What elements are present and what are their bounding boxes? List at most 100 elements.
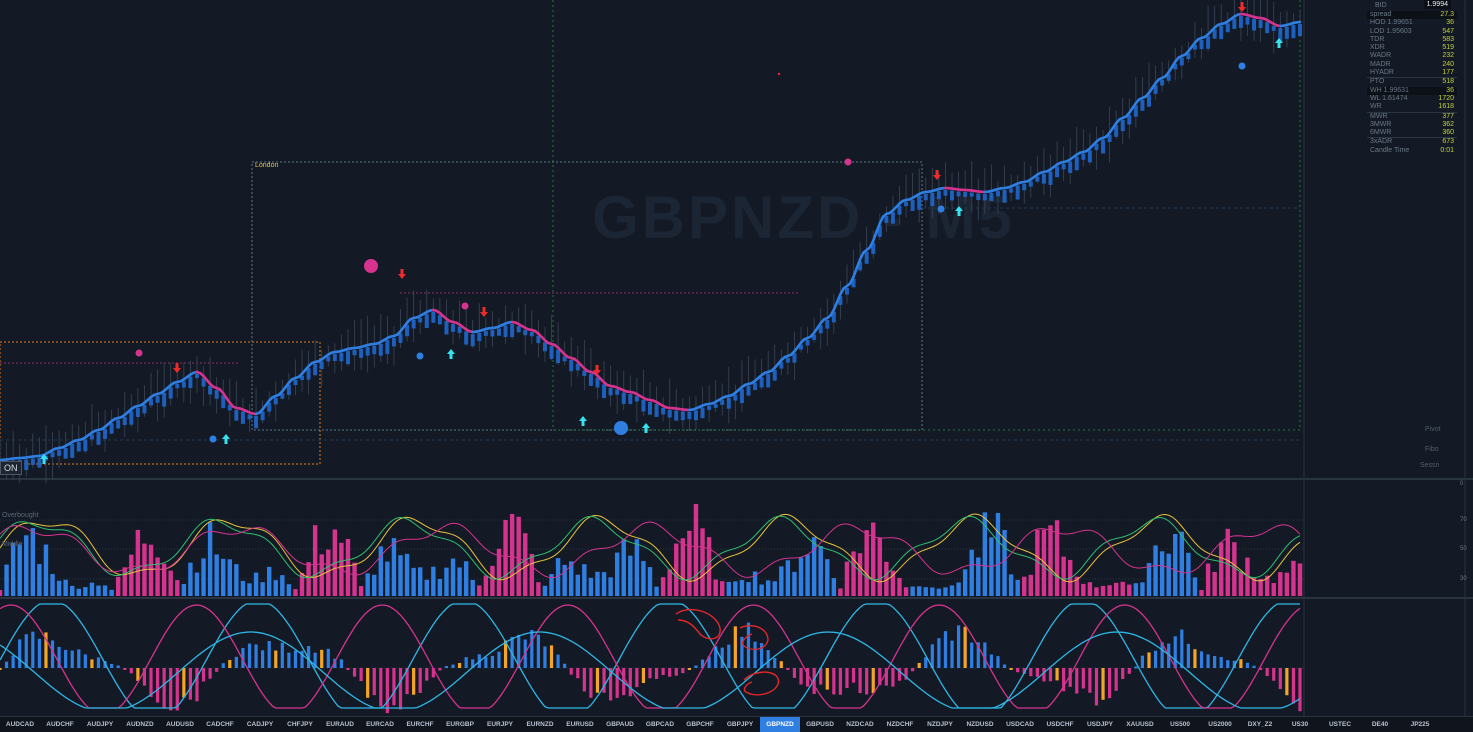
sessn-label[interactable]: Sessn xyxy=(1420,462,1439,469)
momentum-bar xyxy=(832,668,835,694)
ribbon-bar xyxy=(1075,157,1079,171)
symbol-tab-nzdjpy[interactable]: NZDJPY xyxy=(920,717,960,732)
ribbon-bar xyxy=(825,320,829,329)
symbol-tab-us2000[interactable]: US2000 xyxy=(1200,717,1240,732)
histogram-bar xyxy=(1121,582,1125,596)
histogram-bar xyxy=(1127,585,1131,596)
symbol-tab-chfjpy[interactable]: CHFJPY xyxy=(280,717,320,732)
symbol-tab-dxy_z2[interactable]: DXY_Z2 xyxy=(1240,717,1280,732)
symbol-tab-gbpchf[interactable]: GBPCHF xyxy=(680,717,720,732)
symbol-tab-xauusd[interactable]: XAUUSD xyxy=(1120,717,1160,732)
symbol-tab-eurnzd[interactable]: EURNZD xyxy=(520,717,560,732)
symbol-tab-nzdchf[interactable]: NZDCHF xyxy=(880,717,920,732)
symbol-tab-eurusd[interactable]: EURUSD xyxy=(560,717,600,732)
ribbon-bar xyxy=(957,191,961,196)
symbol-tab-gbpusd[interactable]: GBPUSD xyxy=(800,717,840,732)
histogram-bar xyxy=(1298,563,1302,596)
symbol-tab-eurjpy[interactable]: EURJPY xyxy=(480,717,520,732)
momentum-bar xyxy=(1220,657,1223,668)
momentum-bar xyxy=(281,643,284,668)
symbol-tab-eurchf[interactable]: EURCHF xyxy=(400,717,440,732)
info-row-value: 519 xyxy=(1442,44,1454,52)
session-tag[interactable]: ON xyxy=(0,461,22,475)
symbol-tab-audjpy[interactable]: AUDJPY xyxy=(80,717,120,732)
histogram-bar xyxy=(385,562,389,596)
histogram-bar xyxy=(0,590,2,596)
symbol-tab-eurgbp[interactable]: EURGBP xyxy=(440,717,480,732)
ribbon-bar xyxy=(523,330,527,335)
histogram-bar xyxy=(897,578,901,596)
histogram-bar xyxy=(1114,583,1118,596)
symbol-tab-usdjpy[interactable]: USDJPY xyxy=(1080,717,1120,732)
momentum-bar xyxy=(202,668,205,681)
momentum-bar xyxy=(438,668,441,670)
histogram-bar xyxy=(77,589,81,596)
symbol-tab-audcad[interactable]: AUDCAD xyxy=(0,717,40,732)
symbol-tab-us30[interactable]: US30 xyxy=(1280,717,1320,732)
histogram-bar xyxy=(425,580,429,596)
histogram-bar xyxy=(116,577,120,596)
momentum-bar xyxy=(747,623,750,668)
momentum-bar xyxy=(1252,666,1255,668)
momentum-bar xyxy=(1239,659,1242,668)
momentum-bar xyxy=(675,668,678,676)
symbol-tab-usdchf[interactable]: USDCHF xyxy=(1040,717,1080,732)
bid-label: BID xyxy=(1375,2,1387,9)
symbol-tab-us500[interactable]: US500 xyxy=(1160,717,1200,732)
ribbon-bar xyxy=(444,321,448,335)
symbol-tab-gbpnzd[interactable]: GBPNZD xyxy=(760,717,800,732)
histogram-bar xyxy=(674,544,678,596)
ribbon-bar xyxy=(1298,24,1302,36)
ribbon-bar xyxy=(385,340,389,354)
symbol-tab-gbpaud[interactable]: GBPAUD xyxy=(600,717,640,732)
ribbon-bar xyxy=(90,435,94,440)
momentum-bar xyxy=(215,668,218,672)
symbol-tab-nzdcad[interactable]: NZDCAD xyxy=(840,717,880,732)
symbol-tab-cadchf[interactable]: CADCHF xyxy=(200,717,240,732)
momentum-bar xyxy=(688,668,691,670)
symbol-tab-jp225[interactable]: JP225 xyxy=(1400,717,1440,732)
ribbon-bar xyxy=(307,368,311,379)
ribbon-bar xyxy=(366,347,370,356)
symbol-tab-gbpcad[interactable]: GBPCAD xyxy=(640,717,680,732)
ribbon-bar xyxy=(1226,23,1230,32)
symbol-tab-nzdusd[interactable]: NZDUSD xyxy=(960,717,1000,732)
ribbon-bar xyxy=(471,334,475,346)
ribbon-bar xyxy=(1206,36,1210,48)
ribbon-bar xyxy=(241,412,245,424)
symbol-tab-audusd[interactable]: AUDUSD xyxy=(160,717,200,732)
symbol-tab-eurcad[interactable]: EURCAD xyxy=(360,717,400,732)
ribbon-bar xyxy=(1219,26,1223,39)
histogram-bar xyxy=(201,558,205,596)
signal-dot xyxy=(1239,63,1246,70)
histogram-bar xyxy=(589,578,593,596)
histogram-bar xyxy=(392,538,396,596)
ribbon-bar xyxy=(70,444,74,458)
momentum-bar xyxy=(964,627,967,668)
symbol-tab-de40[interactable]: DE40 xyxy=(1360,717,1400,732)
ribbon-bar xyxy=(1029,181,1033,186)
pivot-label[interactable]: Pivot xyxy=(1425,426,1441,433)
symbol-tab-ustec[interactable]: USTEC xyxy=(1320,717,1360,732)
histogram-bar xyxy=(812,537,816,596)
ribbon-bar xyxy=(123,417,127,425)
histogram-bar xyxy=(740,580,744,596)
momentum-bar xyxy=(425,668,428,681)
symbol-tab-usdcad[interactable]: USDCAD xyxy=(1000,717,1040,732)
info-row-label: XDR xyxy=(1370,44,1385,52)
fibo-label[interactable]: Fibo xyxy=(1425,446,1439,453)
symbol-tab-audnzd[interactable]: AUDNZD xyxy=(120,717,160,732)
ribbon-bar xyxy=(648,402,652,415)
symbol-tab-audchf[interactable]: AUDCHF xyxy=(40,717,80,732)
symbol-tab-euraud[interactable]: EURAUD xyxy=(320,717,360,732)
ribbon-bar xyxy=(96,432,100,445)
momentum-bar xyxy=(235,657,238,668)
symbol-tab-cadjpy[interactable]: CADJPY xyxy=(240,717,280,732)
symbol-tab-gbpjpy[interactable]: GBPJPY xyxy=(720,717,760,732)
